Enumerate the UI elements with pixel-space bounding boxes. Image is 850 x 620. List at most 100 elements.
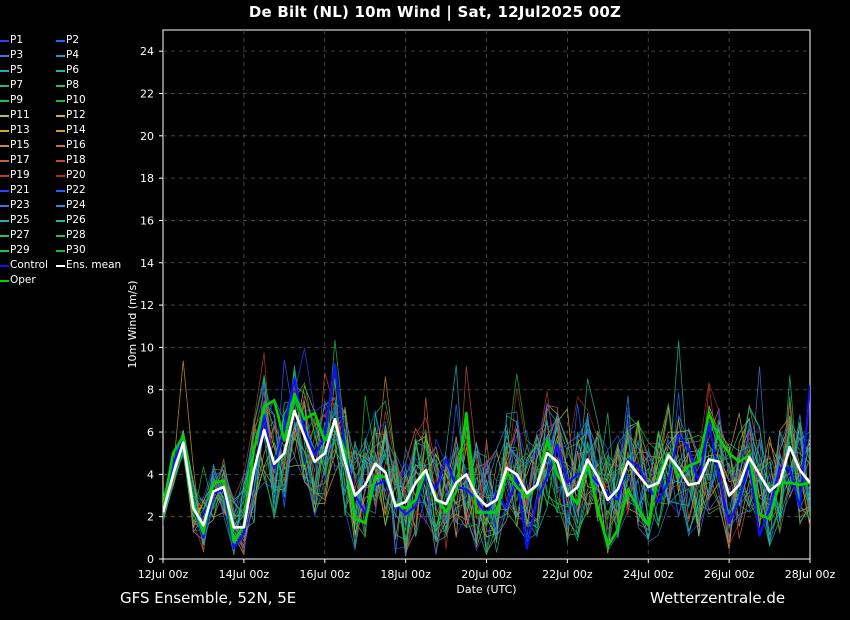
x-tick-label: 24Jul 00z — [623, 568, 674, 581]
y-tick-label: 2 — [147, 511, 154, 524]
y-tick-label: 16 — [140, 214, 154, 227]
legend-label: P29 — [10, 244, 30, 256]
legend-swatch — [0, 204, 9, 207]
legend-swatch — [56, 114, 65, 117]
legend-item-p9: P9 — [0, 93, 23, 108]
legend-swatch — [56, 99, 65, 102]
legend-label: P23 — [10, 199, 30, 211]
legend-label: P30 — [66, 244, 86, 256]
legend-swatch — [56, 69, 65, 72]
legend-item-p21: P21 — [0, 183, 30, 198]
legend-swatch — [0, 99, 9, 102]
y-tick-label: 8 — [147, 384, 154, 397]
legend-label: P8 — [66, 79, 80, 91]
legend-label: P10 — [66, 94, 86, 106]
legend-label: P16 — [66, 139, 86, 151]
legend-item-p13: P13 — [0, 123, 30, 138]
y-tick-label: 24 — [140, 45, 154, 58]
legend-item-p16: P16 — [56, 138, 86, 153]
legend-label: P27 — [10, 229, 30, 241]
legend-label: P15 — [10, 139, 30, 151]
legend-item-p27: P27 — [0, 228, 30, 243]
legend-item-p4: P4 — [56, 48, 79, 63]
legend-swatch — [0, 189, 9, 192]
legend-label: P14 — [66, 124, 86, 136]
y-tick-label: 18 — [140, 172, 154, 185]
legend-item-control: Control — [0, 258, 48, 273]
legend-label: P5 — [10, 64, 24, 76]
x-tick-label: 16Jul 00z — [299, 568, 350, 581]
legend-label: P1 — [10, 34, 24, 46]
y-tick-label: 4 — [147, 468, 154, 481]
legend-swatch — [0, 129, 9, 132]
legend-item-p29: P29 — [0, 243, 30, 258]
legend-label: P3 — [10, 49, 24, 61]
legend-item-p17: P17 — [0, 153, 30, 168]
y-axis-label: 10m Wind (m/s) — [126, 280, 139, 368]
y-tick-label: 22 — [140, 87, 154, 100]
x-tick-label: 22Jul 00z — [542, 568, 593, 581]
legend-label: P9 — [10, 94, 24, 106]
legend-item-p11: P11 — [0, 108, 30, 123]
legend-item-p28: P28 — [56, 228, 86, 243]
legend-label: P2 — [66, 34, 80, 46]
legend-item-p12: P12 — [56, 108, 86, 123]
series-line-oper — [163, 392, 810, 548]
legend-label: P19 — [10, 169, 30, 181]
legend-item-p23: P23 — [0, 198, 30, 213]
legend-label: P28 — [66, 229, 86, 241]
legend-swatch — [56, 144, 65, 147]
x-tick-label: 12Jul 00z — [138, 568, 189, 581]
legend-label: P26 — [66, 214, 86, 226]
legend-swatch — [0, 249, 9, 252]
legend-swatch — [0, 264, 9, 267]
legend-item-p25: P25 — [0, 213, 30, 228]
x-tick-label: 14Jul 00z — [219, 568, 270, 581]
model-label: GFS Ensemble, 52N, 5E — [120, 589, 297, 607]
series-line-p18 — [163, 366, 810, 557]
series-line-p9 — [163, 370, 810, 554]
legend-item-p3: P3 — [0, 48, 23, 63]
legend-item-p20: P20 — [56, 168, 86, 183]
x-tick-label: 28Jul 00z — [785, 568, 836, 581]
legend-swatch — [0, 219, 9, 222]
x-axis-label: Date (UTC) — [456, 583, 516, 596]
legend-swatch — [56, 189, 65, 192]
legend-label: P12 — [66, 109, 86, 121]
legend-item-p15: P15 — [0, 138, 30, 153]
legend-item-p1: P1 — [0, 33, 23, 48]
legend-item-p14: P14 — [56, 123, 86, 138]
legend-label: P13 — [10, 124, 30, 136]
legend-label: P11 — [10, 109, 30, 121]
legend-swatch — [56, 129, 65, 132]
series-line-p30 — [163, 375, 810, 541]
legend-swatch — [0, 279, 9, 282]
legend-item-p18: P18 — [56, 153, 86, 168]
legend-label: P17 — [10, 154, 30, 166]
x-tick-label: 26Jul 00z — [704, 568, 755, 581]
legend-item-p8: P8 — [56, 78, 79, 93]
legend-label: P24 — [66, 199, 86, 211]
legend-label: P4 — [66, 49, 80, 61]
chart-title: De Bilt (NL) 10m Wind | Sat, 12Jul2025 0… — [248, 3, 622, 21]
legend-item-p5: P5 — [0, 63, 23, 78]
legend-item-p24: P24 — [56, 198, 86, 213]
legend-label: P18 — [66, 154, 86, 166]
legend-swatch — [0, 84, 9, 87]
legend-label: P21 — [10, 184, 30, 196]
legend-swatch — [56, 249, 65, 252]
legend-swatch — [56, 234, 65, 237]
legend-swatch — [0, 39, 9, 42]
legend-label: Oper — [10, 274, 36, 286]
y-tick-label: 14 — [140, 257, 154, 270]
legend-label: P7 — [10, 79, 24, 91]
legend-swatch — [0, 234, 9, 237]
y-tick-label: 0 — [147, 553, 154, 566]
legend-item-p10: P10 — [56, 93, 86, 108]
legend-label: P20 — [66, 169, 86, 181]
legend-item-ens-mean: Ens. mean — [56, 258, 121, 273]
x-tick-label: 20Jul 00z — [461, 568, 512, 581]
legend-swatch — [56, 204, 65, 207]
legend-item-p19: P19 — [0, 168, 30, 183]
